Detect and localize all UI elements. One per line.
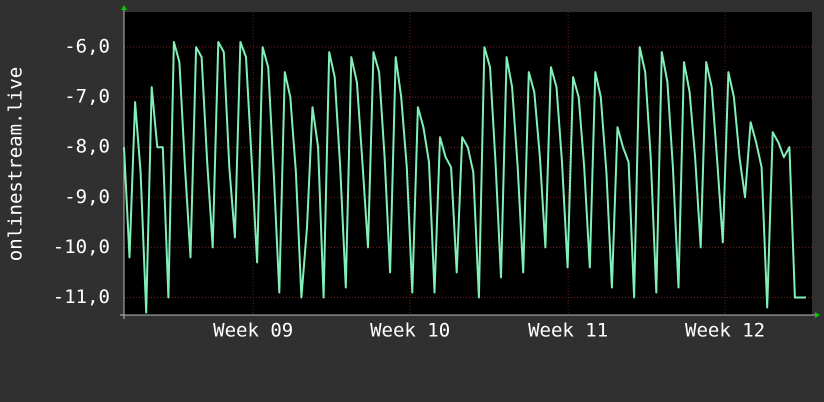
y-tick-label: -9,0 [64,186,110,208]
y-axis-arrow [121,5,127,10]
x-tick-label: Week 11 [528,320,608,342]
data-line [123,41,806,314]
x-axis-arrow [815,312,820,318]
x-tick-label: Week 10 [370,320,450,342]
plot-area [124,12,812,315]
y-axis-label: onlinestream.live [5,67,27,261]
x-tick-label: Week 09 [213,320,293,342]
y-tick-label: -7,0 [64,86,110,108]
y-tick-label: -8,0 [64,136,110,158]
y-tick-label: -6,0 [64,36,110,58]
y-tick-label: -11,0 [53,286,110,308]
y-tick-label: -10,0 [53,236,110,258]
x-tick-label: Week 12 [685,320,765,342]
